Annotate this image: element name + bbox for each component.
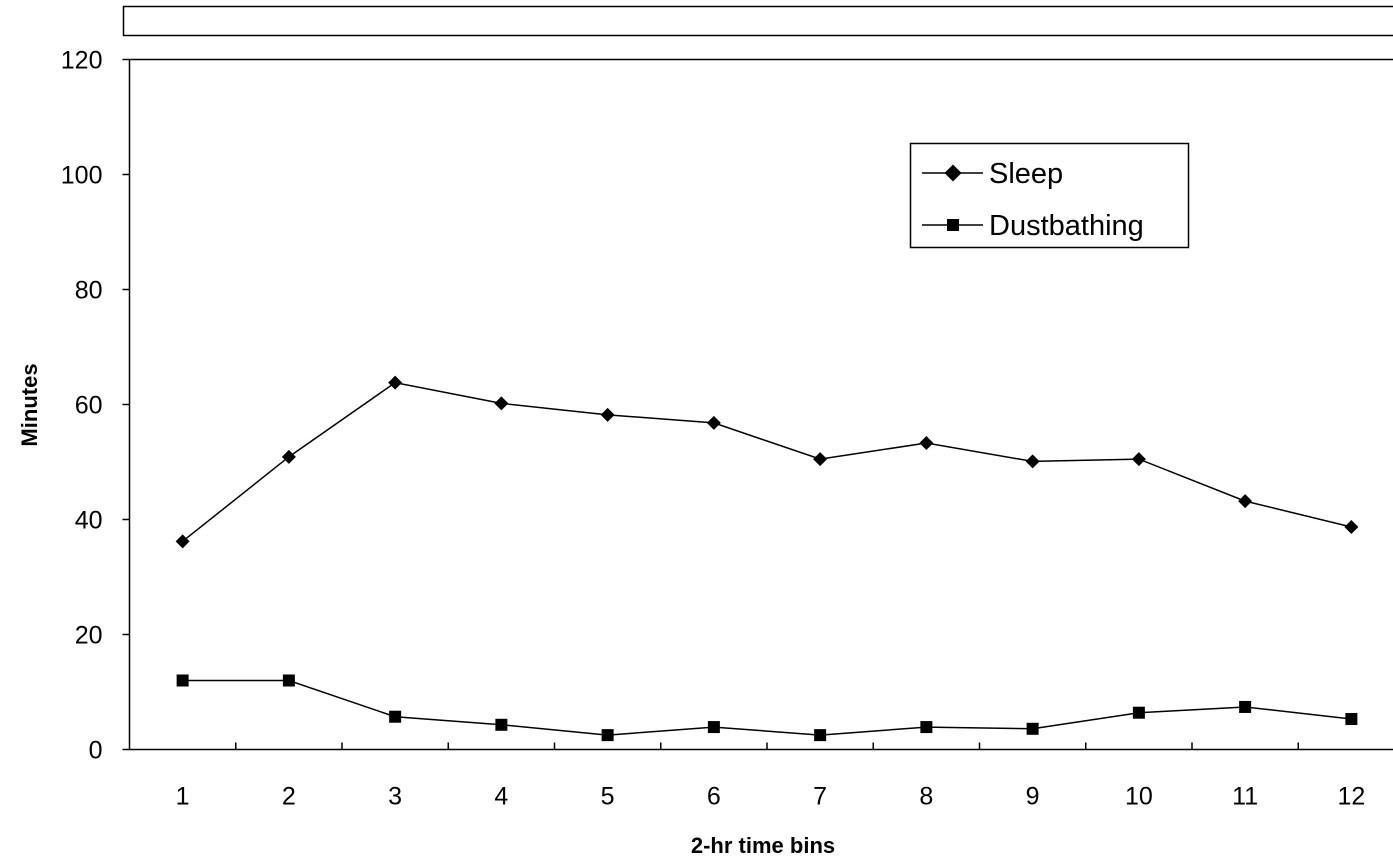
y-axis: 0 20 40 60 80 100 120 [61, 47, 130, 765]
series-line-dustbathing [182, 679, 1352, 736]
x-axis-title: 2-hr time bins [691, 833, 835, 858]
y-tick-label: 0 [89, 737, 103, 765]
data-point-dustbathing [1345, 713, 1358, 726]
legend: Sleep Dustbathing [909, 142, 1190, 249]
legend-dustbathing-label: Dustbathing [989, 210, 1144, 242]
data-point-dustbathing [176, 674, 189, 687]
data-point-sleep [706, 415, 721, 430]
legend-sleep-label: Sleep [989, 158, 1063, 190]
x-tick-label: 4 [494, 783, 508, 811]
data-point-dustbathing [1026, 722, 1039, 735]
plot-area [128, 58, 1393, 751]
y-tick-label: 40 [75, 507, 103, 535]
x-tick-label: 7 [813, 783, 827, 811]
title-frame [122, 5, 1393, 37]
data-point-dustbathing [707, 721, 720, 734]
x-tick-label: 1 [176, 783, 190, 811]
data-point-sleep [281, 449, 296, 464]
data-point-dustbathing [1132, 706, 1145, 719]
y-axis-title: Minutes [17, 363, 42, 446]
data-point-dustbathing [920, 721, 933, 734]
data-point-sleep [600, 407, 615, 422]
legend-dustbathing-marker [947, 219, 959, 231]
data-point-dustbathing [1239, 700, 1252, 713]
x-tick-label: 12 [1337, 783, 1365, 811]
x-axis: 1 2 3 4 5 6 7 8 9 10 11 12 [176, 742, 1365, 811]
data-point-sleep [813, 452, 828, 467]
y-tick-label: 120 [61, 47, 103, 75]
y-tick-label: 20 [75, 622, 103, 650]
legend-sleep-marker [944, 164, 962, 182]
data-point-sleep [1344, 519, 1359, 534]
x-tick-label: 9 [1026, 783, 1040, 811]
data-point-sleep [388, 375, 403, 390]
data-point-sleep [494, 396, 509, 411]
x-tick-label: 2 [282, 783, 296, 811]
y-tick-label: 80 [75, 277, 103, 305]
x-tick-label: 5 [601, 783, 615, 811]
data-point-sleep [1131, 452, 1146, 467]
data-point-dustbathing [814, 729, 827, 742]
y-tick-label: 100 [61, 162, 103, 190]
data-point-sleep [1238, 494, 1253, 509]
x-tick-label: 3 [388, 783, 402, 811]
series-line-sleep [182, 381, 1352, 542]
series-dustbathing [176, 674, 1358, 742]
x-tick-label: 10 [1125, 783, 1153, 811]
x-tick-label: 11 [1232, 783, 1258, 811]
data-point-dustbathing [389, 710, 402, 723]
series-layer [175, 375, 1359, 742]
data-point-sleep [175, 534, 190, 549]
data-point-dustbathing [495, 718, 508, 731]
x-tick-label: 8 [919, 783, 933, 811]
y-tick-label: 60 [75, 392, 103, 420]
data-point-dustbathing [282, 674, 295, 687]
data-point-sleep [919, 436, 934, 451]
data-point-sleep [1025, 454, 1040, 469]
series-sleep [175, 375, 1359, 549]
data-point-dustbathing [601, 729, 614, 742]
x-tick-label: 6 [707, 783, 721, 811]
